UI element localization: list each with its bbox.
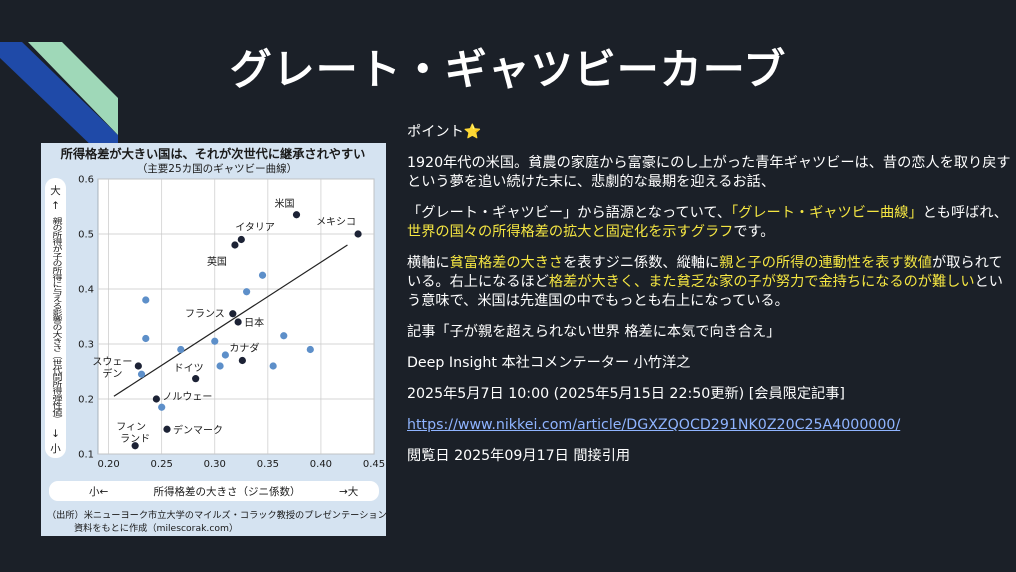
data-point-labeled	[234, 318, 242, 326]
author-line: Deep Insight 本社コメンテーター 小竹洋之	[407, 355, 691, 371]
chart-figure: 所得格差が大きい国は、それが次世代に継承されやすい （主要25カ国のギャツビー曲…	[41, 143, 386, 536]
x-tick-label: 0.45	[363, 459, 385, 470]
point-label: フィン	[116, 422, 146, 433]
chart-title: 所得格差が大きい国は、それが次世代に継承されやすい	[61, 146, 366, 161]
point-label: カナダ	[229, 342, 259, 355]
data-point	[211, 337, 219, 345]
highlight-span: 世界の国々の所得格差の拡大と固定化を示すグラフ	[407, 224, 734, 240]
x-axis-label-pill	[49, 481, 379, 501]
point-label: メキシコ	[316, 217, 356, 228]
source-line-1: （出所）米ニューヨーク市立大学のマイルズ・コラック教授のプレゼンテーション	[47, 509, 386, 521]
text-span: です。	[733, 224, 775, 240]
y-tick-label: 0.1	[78, 450, 94, 461]
x-tick-label: 0.30	[204, 459, 226, 470]
data-point	[142, 296, 150, 304]
y-axis-top: 大	[50, 184, 61, 197]
point-heading-text: ポイント	[407, 124, 464, 140]
point-label: 英国	[207, 255, 227, 268]
x-tick-label: 0.40	[310, 459, 332, 470]
chart-subtitle: （主要25カ国のギャツビー曲線）	[137, 162, 297, 175]
axis-paragraph: 横軸に貧富格差の大きさを表すジニ係数、縦軸に親と子の所得の連動性を表す数値が取ら…	[407, 254, 1016, 311]
point-label: ノルウェー	[162, 391, 212, 403]
data-point-labeled	[131, 442, 139, 450]
data-point-labeled	[237, 235, 245, 244]
data-point-labeled	[229, 310, 237, 318]
highlight-span: 親と子の所得の連動性を表す数値	[719, 255, 932, 271]
point-label: 米国	[275, 197, 295, 210]
data-point	[142, 334, 150, 343]
point-label: ドイツ	[174, 364, 204, 375]
highlight-span: 貧富格差の大きさ	[449, 255, 564, 271]
x-tick-label: 0.35	[257, 459, 279, 470]
x-tick-label: 0.25	[151, 459, 173, 470]
point-label: スウェー	[92, 356, 132, 368]
corner-decoration	[0, 42, 118, 150]
point-label: ランド	[120, 433, 150, 445]
y-axis-down-arrow: ↓	[51, 428, 60, 440]
data-point-labeled	[163, 425, 171, 433]
data-point	[158, 403, 166, 411]
slide-title: グレート・ギャツビーカーブ	[229, 45, 787, 94]
point-label: イタリア	[235, 222, 275, 234]
text-span: 「グレート・ギャツビー」から語源となっていて、	[407, 205, 732, 221]
date-line: 2025年5月7日 10:00 (2025年5月15日 22:50更新) [会員…	[407, 386, 845, 402]
text-span: が取られている。右上になるほど	[407, 255, 1003, 290]
point-label: 日本	[244, 316, 264, 329]
y-axis-label: 親の所得が子の所得に与える影響の大きさ（世代間所得弾性値）	[50, 216, 62, 423]
text-span: という意味で、米国は先進国の中でもっとも右上になっている。	[407, 274, 1003, 309]
x-tick-label: 0.20	[97, 459, 119, 470]
point-label: デン	[102, 367, 122, 380]
article-title: 記事「子が親を超えられない世界 格差に本気で向き合え」	[407, 324, 781, 340]
data-point-labeled	[238, 356, 246, 365]
data-point	[177, 345, 185, 354]
data-point-labeled	[134, 362, 142, 370]
point-label: フランス	[185, 308, 225, 320]
text-span: 横軸に	[407, 255, 450, 271]
data-point-labeled	[192, 375, 200, 383]
x-axis-label: 所得格差の大きさ（ジニ係数）	[154, 485, 301, 498]
article-link[interactable]: https://www.nikkei.com/article/DGXZQOCD2…	[407, 417, 901, 433]
highlight-span: 「グレート・ギャツビー曲線」	[731, 205, 923, 221]
y-axis-label-pill	[45, 178, 66, 458]
content-panel: ポイント⭐ 1920年代の米国。貧農の家庭から富豪にのし上がった青年ギャツビーは…	[407, 123, 1016, 478]
data-point	[243, 288, 251, 296]
y-axis-up-arrow: ↑	[51, 200, 60, 212]
data-point	[280, 332, 288, 340]
x-axis-right: →大	[339, 485, 359, 498]
intro-paragraph: 1920年代の米国。貧農の家庭から富豪にのし上がった青年ギャツビーは、昔の恋人を…	[407, 155, 1011, 190]
data-point	[137, 370, 146, 378]
point-heading: ポイント⭐	[407, 123, 1016, 142]
viewed-date: 閲覧日 2025年09月17日 間接引用	[407, 448, 631, 464]
y-tick-label: 0.3	[78, 340, 94, 351]
y-tick-label: 0.4	[78, 285, 94, 296]
point-label: デンマーク	[173, 423, 223, 436]
y-tick-label: 0.2	[78, 395, 94, 406]
y-tick-label: 0.6	[78, 175, 94, 186]
text-span: とも呼ばれ、	[922, 205, 1008, 221]
data-point	[306, 345, 314, 354]
data-point	[269, 362, 277, 370]
highlight-span: 格差が大きく、また貧乏な家の子が努力で金持ちになるのが難しい	[548, 274, 975, 290]
data-point	[216, 362, 224, 370]
y-tick-label: 0.5	[78, 230, 94, 241]
data-point-labeled	[231, 241, 239, 249]
data-point-labeled	[152, 395, 160, 403]
source-line-2: 資料をもとに作成（milescorak.com）	[74, 522, 238, 534]
origin-paragraph: 「グレート・ギャツビー」から語源となっていて、「グレート・ギャツビー曲線」とも呼…	[407, 204, 1016, 242]
text-span: を表すジニ係数、縦軸に	[563, 255, 720, 271]
star-icon: ⭐	[463, 124, 482, 140]
scatter-chart: 所得格差が大きい国は、それが次世代に継承されやすい （主要25カ国のギャツビー曲…	[45, 146, 386, 534]
y-axis-bottom: 小	[50, 443, 61, 455]
trend-line	[113, 244, 348, 397]
data-point-labeled	[354, 230, 362, 238]
data-point	[221, 351, 229, 359]
data-point-labeled	[292, 211, 301, 219]
x-axis-left: 小←	[89, 486, 108, 498]
data-point	[258, 271, 267, 279]
